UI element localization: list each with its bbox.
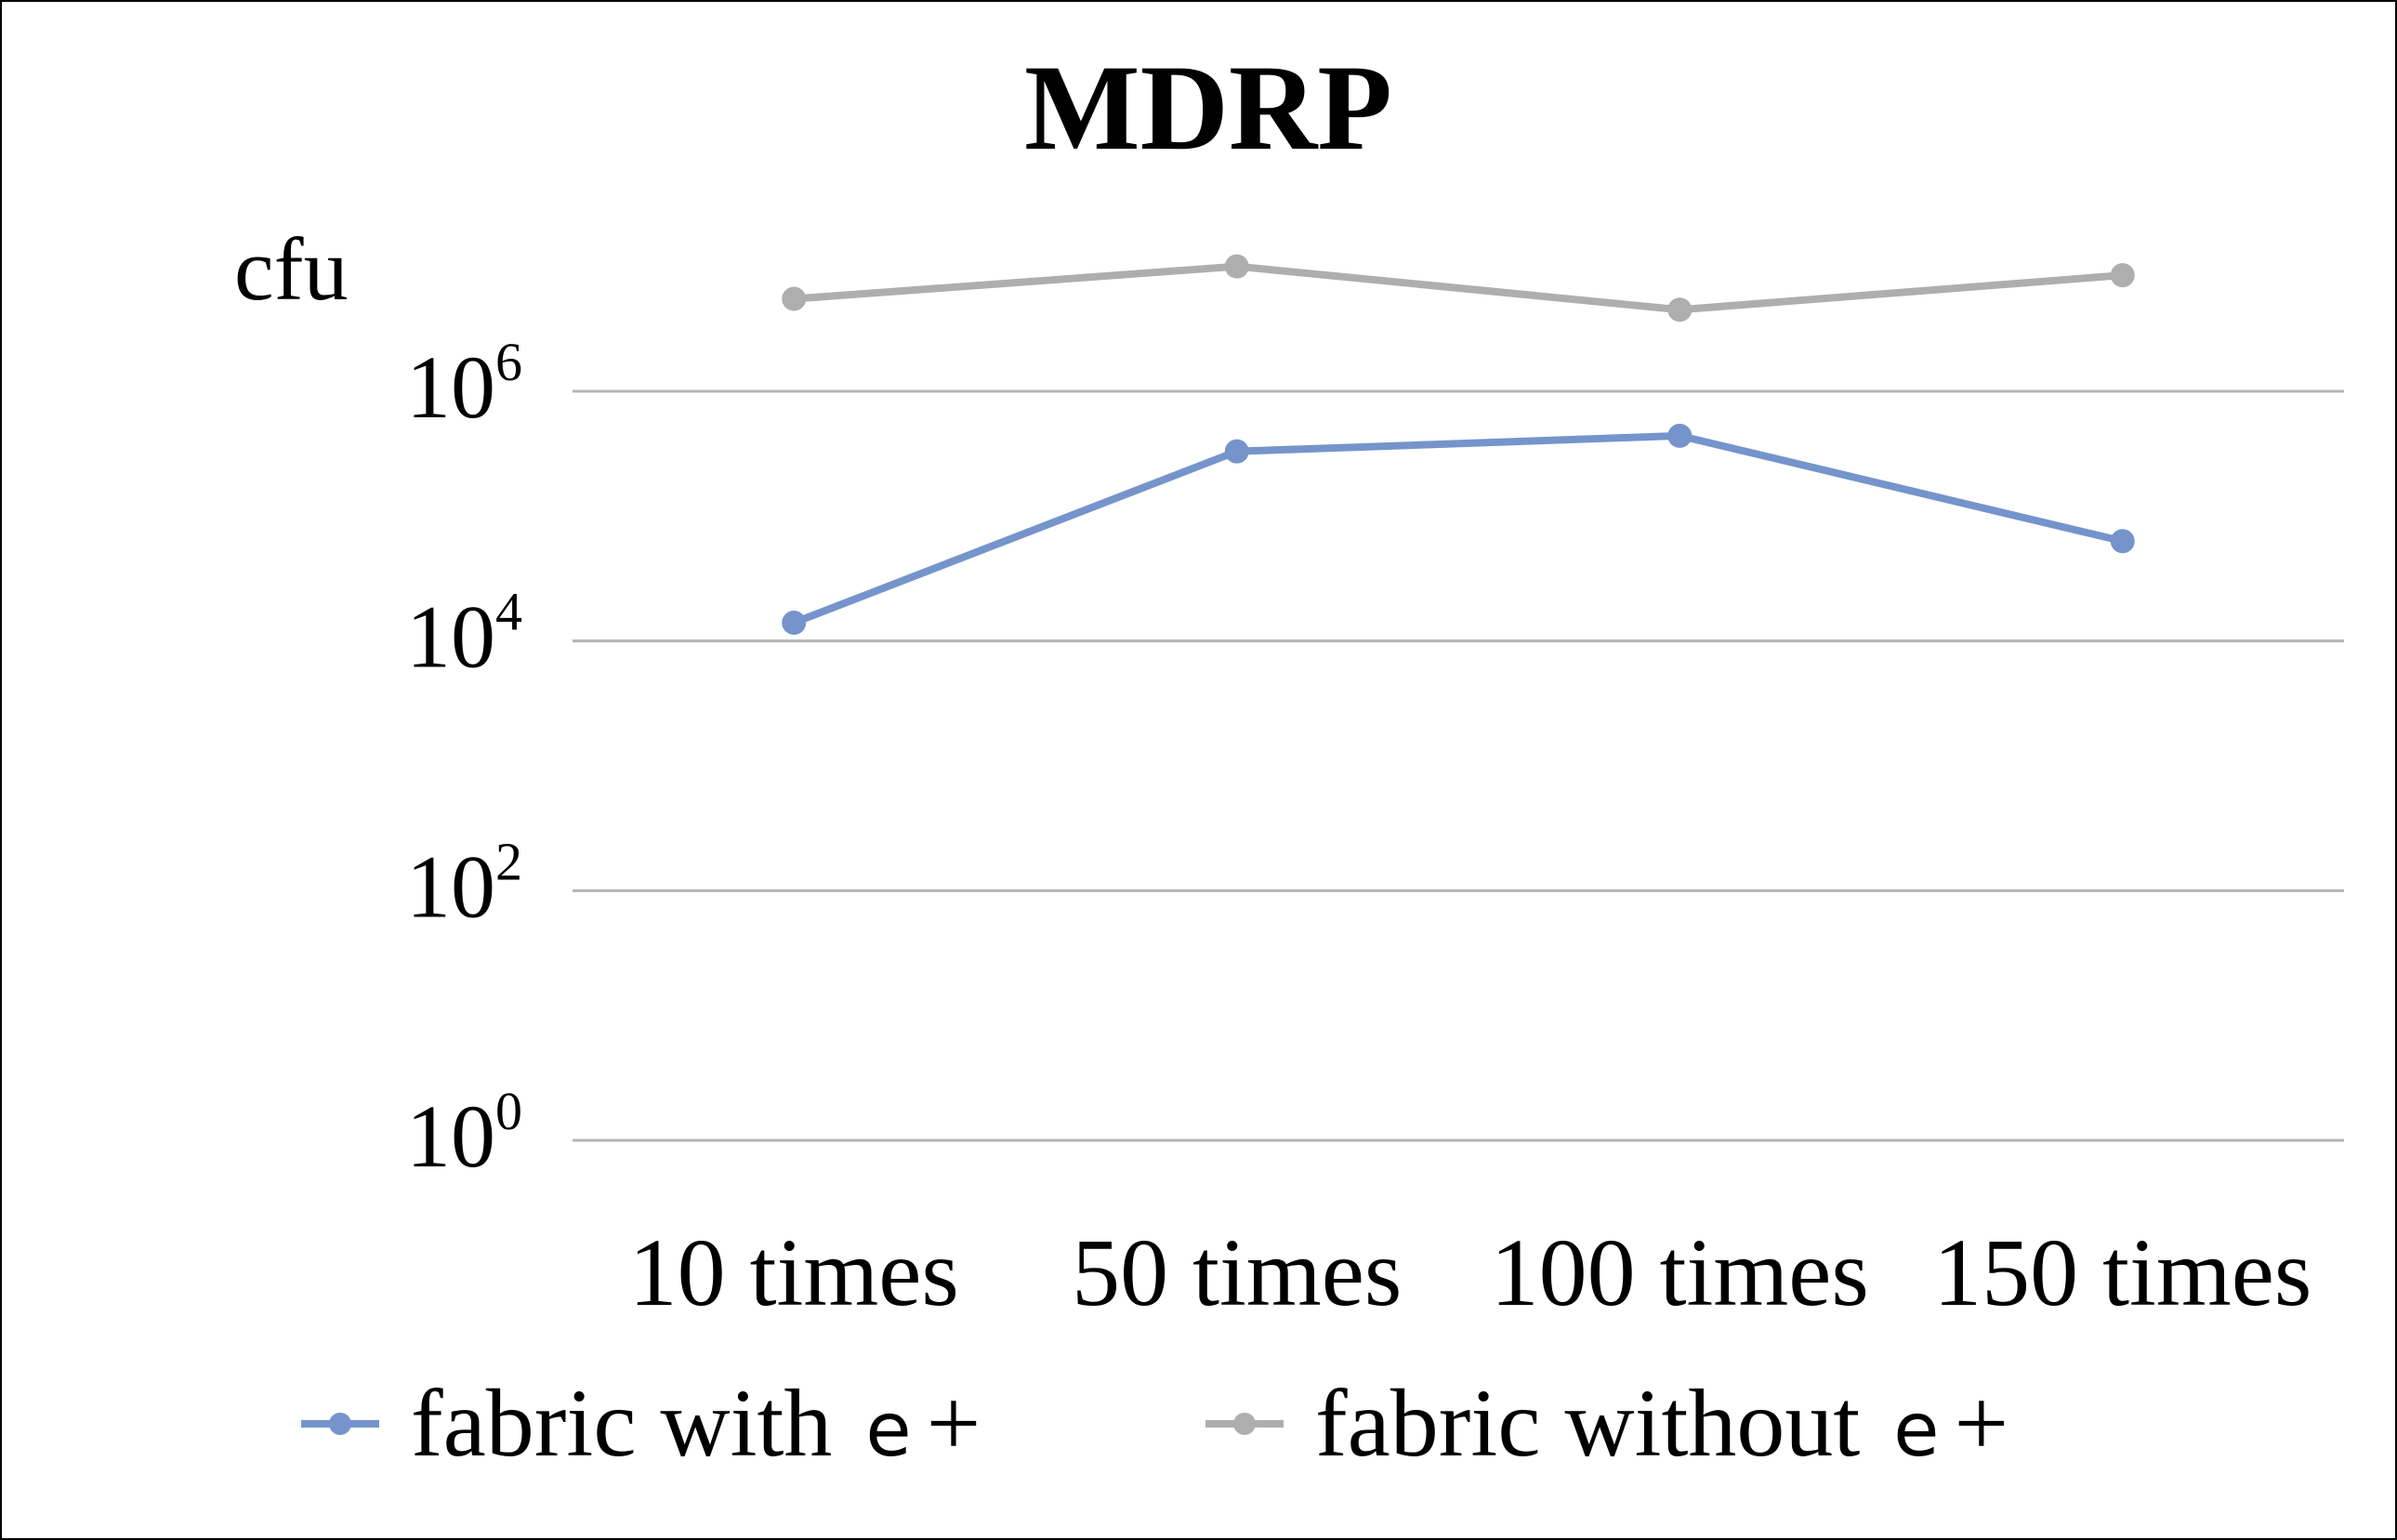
data-point bbox=[1667, 297, 1692, 322]
gridlines bbox=[573, 389, 2344, 1142]
legend-label: fabric without e + bbox=[1315, 1370, 2008, 1477]
series-line-0 bbox=[790, 431, 2127, 627]
x-tick-label: 10 times bbox=[629, 1219, 959, 1326]
chart-title: MDRP bbox=[1024, 39, 1392, 176]
y-tick-label: 102 bbox=[406, 831, 522, 936]
legend-label: fabric with e + bbox=[411, 1370, 981, 1477]
y-tick-label: 106 bbox=[406, 332, 522, 437]
y-tick-label: 104 bbox=[406, 582, 522, 687]
x-tick-labels: 10 times 50 times 100 times 150 times bbox=[629, 1219, 2312, 1326]
series-line-1 bbox=[790, 262, 2127, 314]
x-tick-label: 150 times bbox=[1933, 1219, 2311, 1326]
data-point bbox=[1224, 254, 1249, 279]
x-tick-label: 100 times bbox=[1491, 1219, 1869, 1326]
legend-swatch-marker bbox=[1233, 1413, 1256, 1435]
data-point bbox=[782, 611, 807, 636]
legend: fabric with e + fabric without e + bbox=[301, 1370, 2008, 1477]
data-point bbox=[1667, 423, 1692, 448]
y-tick-label: 100 bbox=[406, 1081, 522, 1186]
x-tick-label: 50 times bbox=[1072, 1219, 1402, 1326]
legend-swatch-marker bbox=[329, 1413, 351, 1435]
series-layer bbox=[782, 254, 2135, 636]
legend-item: fabric with e + bbox=[301, 1370, 981, 1477]
legend-item: fabric without e + bbox=[1205, 1370, 2008, 1477]
data-point bbox=[782, 286, 807, 311]
data-point bbox=[2110, 529, 2135, 554]
y-tick-labels: 100 102 104 106 bbox=[406, 332, 522, 1186]
data-point bbox=[2110, 263, 2135, 288]
y-axis-label: cfu bbox=[234, 219, 349, 319]
data-point bbox=[1224, 439, 1249, 464]
